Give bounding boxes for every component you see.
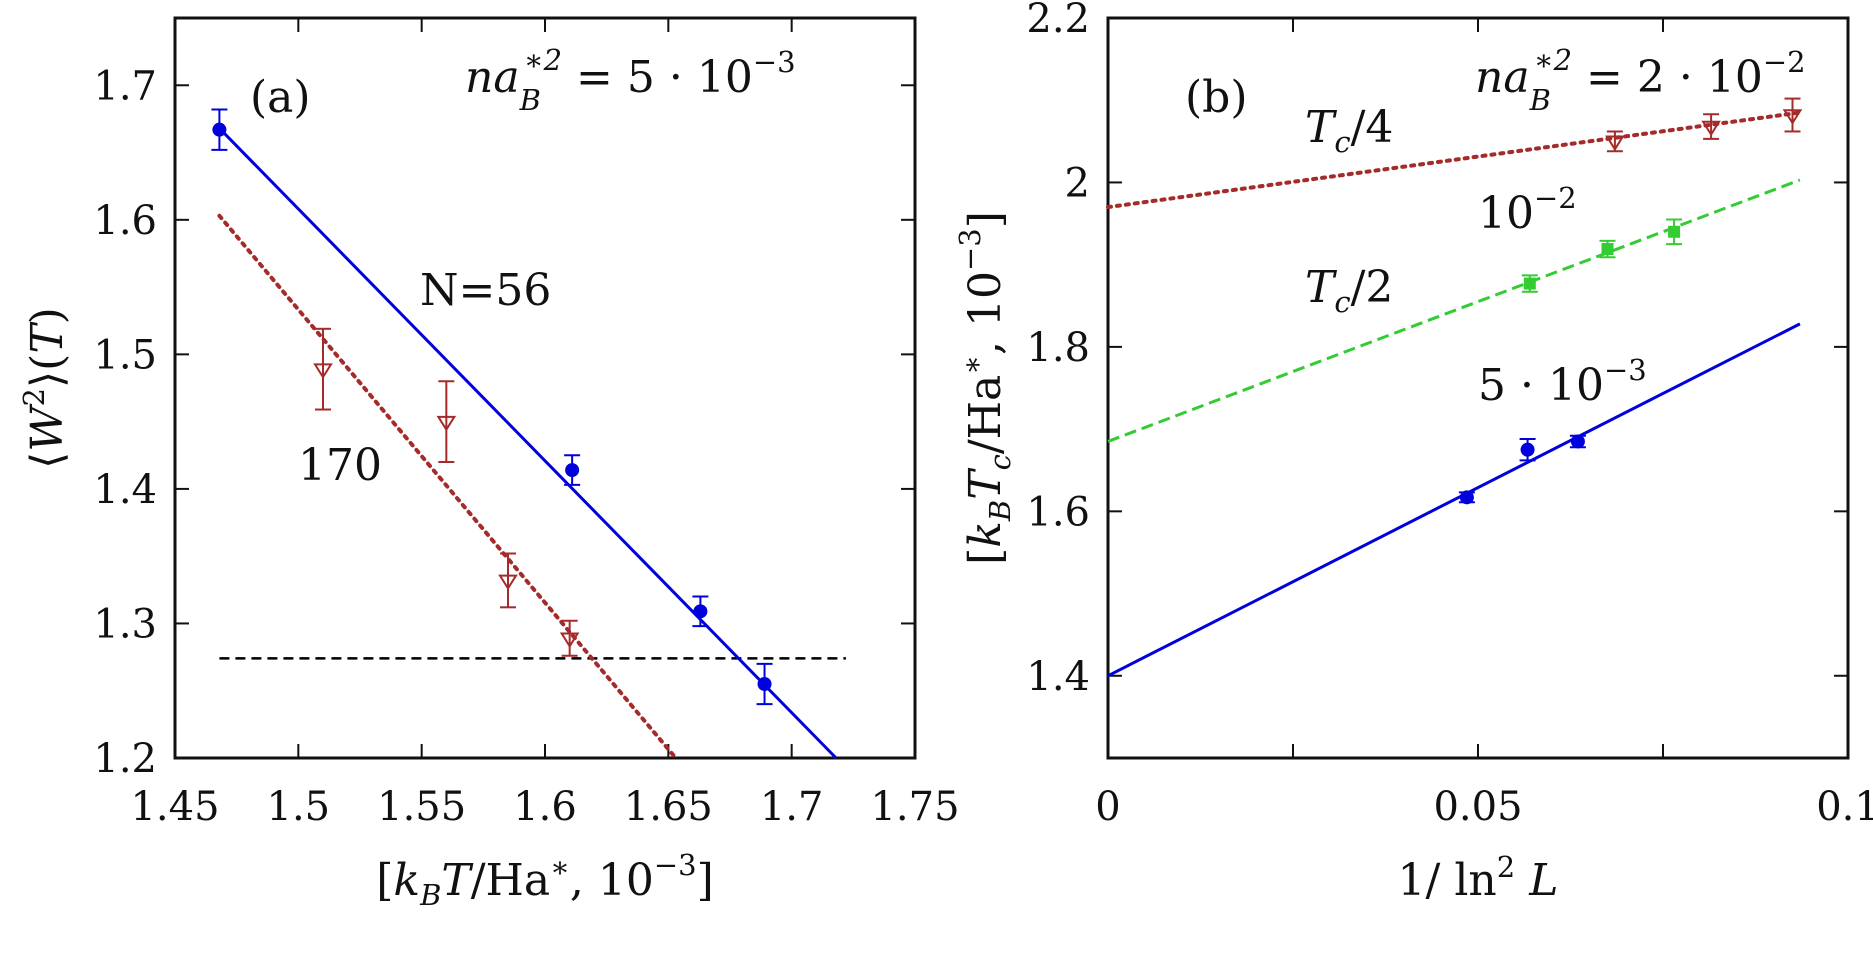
data-point: [757, 677, 772, 691]
panel-b-data-points: [1458, 97, 1803, 505]
y-tick-label: 2.2: [1026, 0, 1090, 42]
data-point: [1605, 135, 1625, 152]
data-point: [693, 604, 708, 619]
series-label-170: 170: [298, 440, 382, 491]
y-tick-label: 1.5: [93, 332, 157, 378]
x-tick-label: 0: [1095, 784, 1120, 830]
panel-b-fit-lines: [1106, 110, 1802, 678]
fit-line-1: [217, 213, 678, 760]
x-tick-label: 1.5: [267, 784, 331, 830]
y-tick-label: 2: [1065, 160, 1090, 206]
fit-line-1: [1107, 178, 1801, 443]
error-bar: [315, 327, 331, 411]
data-point: [1668, 225, 1681, 238]
y-tick-label: 1.8: [1026, 325, 1090, 371]
data-point: [1459, 490, 1474, 505]
y-tick-label: 1.4: [1026, 654, 1090, 700]
data-point: [1570, 434, 1585, 449]
panel-b-y-axis-label: [kBTc/Ha∗, 10−3]: [953, 211, 1017, 565]
x-tick-label: 1.75: [870, 784, 959, 830]
y-tick-label: 1.2: [93, 736, 157, 782]
data-point: [1601, 243, 1614, 256]
series-label-n56: N=56: [420, 265, 551, 316]
panel-b: 0 0.05 0.1 1.4 1.6 1.8 2 2.2 (b) naB∗2 = 2 · 10…: [953, 0, 1873, 906]
data-point: [313, 363, 333, 380]
x-tick-label: 1.65: [624, 784, 713, 830]
panel-a-x-axis-label: [kBT/Ha∗, 10−3]: [376, 848, 714, 912]
x-tick-label: 1.45: [130, 784, 219, 830]
y-tick-label: 1.4: [93, 467, 157, 513]
error-bar: [1784, 97, 1801, 133]
y-tick-label: 1.6: [93, 198, 157, 244]
error-bar: [438, 380, 455, 463]
panel-b-annotation: naB∗2 = 2 · 10−2: [1475, 43, 1806, 117]
panel-a: 1.45 1.5 1.55 1.6 1.65 1.7 1.75 1.2 1.3 1.4 1.5 1.6…: [17, 16, 960, 912]
data-point: [1782, 109, 1803, 125]
panel-a-y-axis-label: ⟨W2⟩(T): [17, 307, 73, 469]
panel-a-annotation: naB∗2 = 5 · 10−3: [465, 43, 796, 117]
data-point: [1520, 442, 1535, 457]
fit-line-2: [1107, 322, 1801, 678]
panel-a-frame: [173, 16, 917, 760]
series-label-5e-3: 5 · 10−3: [1478, 353, 1647, 411]
panel-a-ticks: 1.45 1.5 1.55 1.6 1.65 1.7 1.75 1.2 1.3 1.4 1.5 1.6…: [93, 18, 960, 830]
error-bar: [500, 552, 516, 609]
data-point: [1523, 277, 1536, 290]
data-point: [212, 122, 227, 137]
y-tick-label: 1.6: [1026, 489, 1090, 535]
panel-a-label: (a): [250, 72, 311, 123]
x-tick-label: 0.05: [1433, 784, 1522, 830]
x-tick-label: 1.6: [513, 784, 577, 830]
fit-line-0: [218, 127, 838, 760]
panel-b-x-axis-label: 1/ ln2 L: [1398, 850, 1559, 906]
x-tick-label: 1.55: [377, 784, 466, 830]
series-label-tc4: Tc/4: [1305, 102, 1393, 159]
series-label-tc2: Tc/2: [1305, 262, 1393, 319]
panel-a-data-points: [211, 108, 773, 706]
panel-b-label: (b): [1185, 72, 1248, 123]
data-point: [559, 632, 580, 649]
error-bar: [561, 619, 578, 657]
y-tick-label: 1.3: [93, 601, 157, 647]
panel-b-ticks: 0 0.05 0.1 1.4 1.6 1.8 2 2.2: [1026, 0, 1873, 830]
x-tick-label: 0.1: [1816, 784, 1873, 830]
data-point: [436, 415, 457, 432]
data-point: [498, 574, 518, 591]
x-tick-label: 1.7: [760, 784, 824, 830]
series-label-1e-2: 10−2: [1478, 181, 1577, 239]
data-point: [1701, 120, 1721, 137]
panel-a-fit-lines: [217, 127, 838, 760]
y-tick-label: 1.7: [93, 63, 157, 109]
fit-line-0: [1106, 110, 1802, 210]
data-point: [565, 463, 580, 478]
